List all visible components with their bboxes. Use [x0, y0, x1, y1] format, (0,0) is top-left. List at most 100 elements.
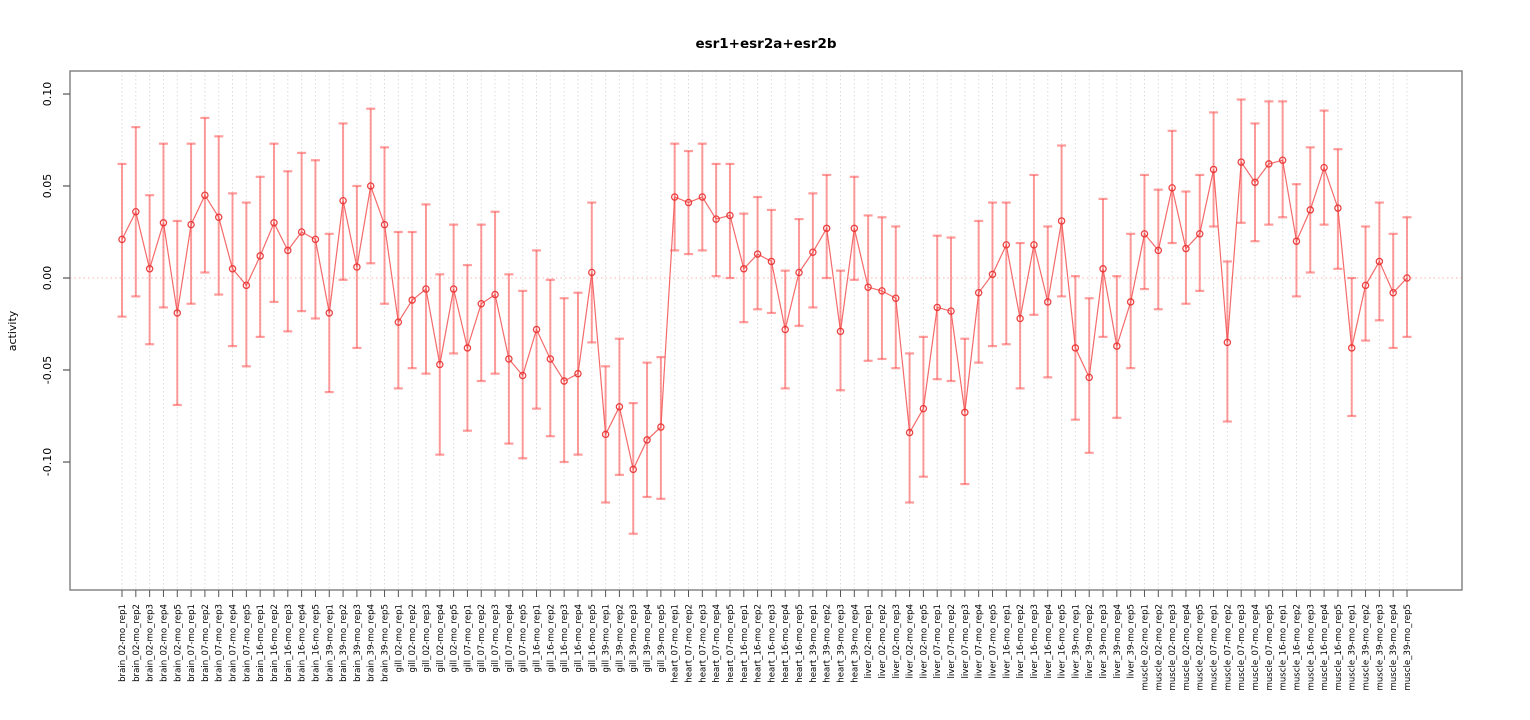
x-tick-label: brain_16-mo_rep3	[284, 604, 294, 682]
data-point	[588, 268, 596, 277]
x-tick-label: heart_39-mo_rep3	[836, 604, 846, 683]
x-tick-label: gill_02-mo_rep3	[422, 604, 432, 672]
data-point	[256, 252, 264, 260]
x-tick-label: heart_16-mo_rep2	[754, 604, 764, 683]
x-tick-label: muscle_16-mo_rep5	[1334, 604, 1344, 691]
x-tick-label: gill_02-mo_rep4	[436, 604, 446, 672]
x-tick-label: muscle_07-mo_rep4	[1251, 604, 1261, 691]
x-tick-label: liver_39-mo_rep1	[1071, 604, 1081, 679]
x-tick-label: heart_07-mo_rep5	[726, 604, 736, 683]
y-axis-label: activity	[6, 310, 19, 351]
x-tick-label: liver_39-mo_rep2	[1085, 604, 1095, 679]
data-point	[795, 268, 803, 277]
x-tick-label: brain_16-mo_rep2	[270, 604, 280, 682]
x-tick-label: muscle_07-mo_rep3	[1237, 604, 1247, 691]
data-point	[892, 294, 900, 302]
x-tick-label: brain_16-mo_rep5	[311, 604, 321, 682]
y-tick-label: 0.10	[41, 82, 54, 107]
x-tick-label: muscle_16-mo_rep4	[1320, 604, 1330, 691]
x-tick-label: liver_07-mo_rep3	[961, 604, 971, 679]
x-tick-label: brain_02-mo_rep3	[146, 604, 156, 682]
x-tick-label: gill_02-mo_rep1	[394, 604, 404, 672]
data-point	[270, 219, 278, 227]
x-tick-label: muscle_02-mo_rep4	[1182, 604, 1192, 691]
x-tick-label: liver_07-mo_rep4	[975, 604, 985, 679]
data-point	[601, 430, 610, 439]
data-point	[974, 288, 983, 297]
x-tick-label: liver_07-mo_rep2	[947, 604, 957, 679]
data-point	[1182, 244, 1190, 253]
data-point	[684, 198, 693, 207]
data-point	[380, 220, 389, 229]
data-point	[988, 270, 997, 279]
data-point	[1389, 288, 1397, 297]
data-point	[284, 246, 292, 255]
x-tick-label: muscle_39-mo_rep1	[1348, 604, 1358, 691]
x-tick-label: muscle_02-mo_rep1	[1140, 604, 1150, 691]
x-tick-label: gill_39-mo_rep3	[629, 604, 639, 672]
x-tick-label: muscle_02-mo_rep3	[1168, 604, 1178, 691]
series-line	[121, 159, 1408, 472]
x-tick-label: muscle_07-mo_rep1	[1210, 604, 1220, 691]
data-point	[532, 325, 541, 334]
x-tick-label: brain_02-mo_rep2	[132, 604, 142, 682]
x-tick-label: gill_16-mo_rep2	[546, 604, 556, 672]
data-point	[228, 265, 237, 273]
x-tick-label: heart_07-mo_rep1	[671, 604, 681, 683]
data-point	[173, 309, 182, 317]
data-point	[436, 360, 444, 369]
data-point	[1209, 165, 1218, 174]
data-point	[132, 208, 140, 216]
x-tick-label: muscle_39-mo_rep3	[1375, 604, 1385, 691]
data-point	[905, 428, 914, 437]
x-tick-label: gill_07-mo_rep5	[519, 604, 529, 672]
x-tick-label: liver_39-mo_rep3	[1099, 604, 1109, 679]
y-tick-label: -0.10	[41, 448, 54, 476]
data-point	[560, 377, 568, 385]
x-tick-label: heart_39-mo_rep1	[809, 604, 819, 683]
series-polyline	[121, 159, 1408, 472]
plot-border	[69, 70, 1463, 591]
data-point	[1154, 246, 1163, 255]
data-point	[187, 220, 195, 229]
x-tick-label: muscle_02-mo_rep2	[1154, 604, 1164, 691]
x-tick-label: brain_39-mo_rep2	[339, 604, 349, 682]
x-tick-label: brain_16-mo_rep1	[256, 604, 266, 682]
data-point	[836, 327, 845, 336]
data-point	[1361, 281, 1370, 290]
data-point	[919, 404, 928, 413]
data-point	[1265, 160, 1273, 168]
x-tick-label: gill_39-mo_rep1	[602, 604, 612, 672]
data-point	[505, 355, 513, 363]
x-tick-label: liver_02-mo_rep3	[892, 604, 902, 679]
data-point	[1168, 184, 1176, 192]
x-tick-label: liver_39-mo_rep4	[1113, 604, 1123, 679]
y-tick-labels: 0.10 0.05 0.00 -0.05 -0.10	[41, 82, 54, 476]
data-point	[1057, 217, 1066, 225]
data-point	[1251, 178, 1259, 187]
x-tick-label: gill_02-mo_rep5	[450, 604, 460, 672]
data-point	[1403, 274, 1411, 282]
x-tick-label: gill_39-mo_rep2	[615, 604, 625, 672]
data-point	[615, 403, 624, 411]
x-tick-label: liver_02-mo_rep1	[864, 604, 874, 679]
x-tick-label: muscle_07-mo_rep2	[1223, 604, 1233, 691]
data-point	[961, 408, 969, 417]
x-tick-label: gill_16-mo_rep1	[533, 604, 543, 672]
x-tick-label: brain_07-mo_rep2	[201, 604, 211, 682]
x-tick-label: liver_07-mo_rep1	[933, 604, 943, 679]
x-tick-label: muscle_39-mo_rep4	[1389, 604, 1399, 691]
data-point	[822, 224, 831, 233]
data-point	[1223, 338, 1232, 347]
data-point	[1126, 298, 1135, 306]
data-point	[408, 296, 416, 304]
data-point	[311, 235, 320, 244]
x-tick-label: gill_39-mo_rep4	[643, 604, 653, 672]
data-point	[809, 248, 817, 256]
x-tick-label: brain_39-mo_rep3	[353, 604, 363, 682]
data-point	[781, 325, 789, 334]
data-point	[574, 369, 582, 378]
x-tick-label: gill_39-mo_rep5	[657, 604, 667, 672]
